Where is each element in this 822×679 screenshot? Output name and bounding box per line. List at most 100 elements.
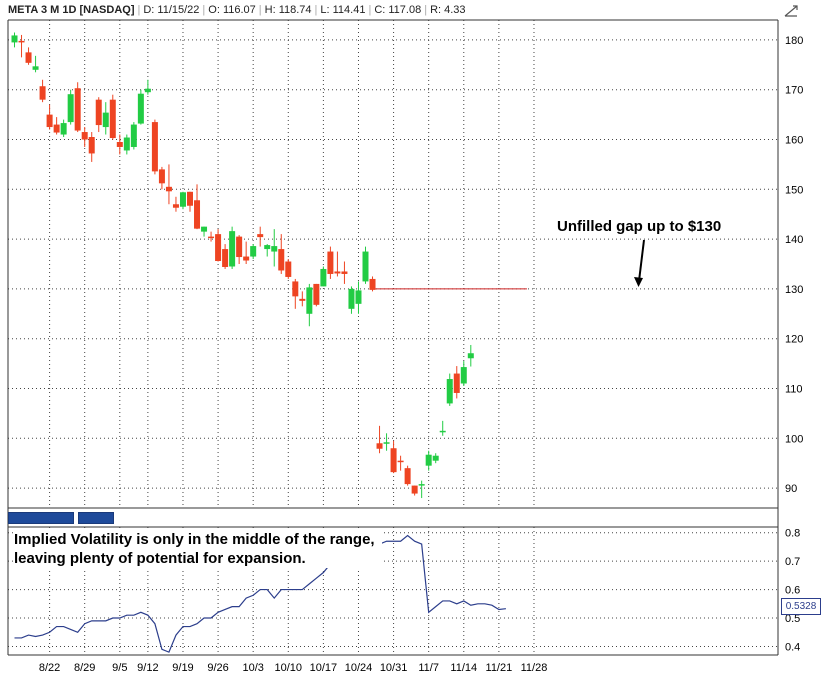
- iv-axis: 0.4 0.5 0.6 0.7 0.8: [785, 528, 800, 654]
- candle: [306, 283, 313, 327]
- candle: [172, 196, 179, 212]
- candle-body: [348, 288, 355, 309]
- candle: [81, 127, 88, 147]
- date-tick-label: 9/19: [172, 662, 193, 674]
- candle-body: [460, 367, 467, 384]
- candle: [215, 229, 222, 262]
- candle: [88, 132, 95, 162]
- date-tick-label: 11/7: [418, 662, 439, 674]
- candle: [348, 286, 355, 314]
- iv-tick-label: 0.6: [785, 585, 800, 597]
- candle-body: [292, 281, 299, 297]
- iv-last-value: 0.5328: [781, 598, 821, 615]
- candle: [67, 89, 74, 125]
- open-label: O: 116.07: [208, 4, 256, 16]
- date-grid: [49, 20, 535, 655]
- candle-body: [278, 249, 285, 271]
- candle-body: [60, 123, 67, 135]
- candle: [425, 450, 432, 471]
- candle: [187, 191, 193, 212]
- candle: [397, 455, 404, 471]
- candle-body: [201, 226, 208, 232]
- price-axis: 90 100 110 120 130 140 150 160 170 180: [785, 35, 803, 495]
- price-tick-label: 160: [785, 135, 803, 147]
- study-tab[interactable]: [8, 512, 74, 524]
- candle-body: [320, 268, 327, 287]
- candle-body: [243, 256, 250, 261]
- iv-annotation: Implied Volatility is only in the middle…: [14, 530, 382, 568]
- iv-tick-label: 0.8: [785, 528, 800, 540]
- date-tick-label: 10/3: [242, 662, 263, 674]
- candle-body: [187, 191, 193, 206]
- date-axis: 8/22 8/29 9/5 9/12 9/19 9/26 10/3 10/10 10/17 10/…: [39, 662, 547, 674]
- candle-body: [453, 373, 460, 393]
- date-label: D: 11/15/22: [143, 4, 200, 16]
- candle-body: [369, 278, 376, 290]
- candle: [95, 97, 102, 133]
- candle: [411, 485, 418, 496]
- candle-body: [397, 460, 404, 463]
- candle-body: [285, 261, 292, 277]
- candle-body: [74, 88, 81, 131]
- close-label: C: 117.08: [374, 4, 422, 16]
- date-tick-label: 9/26: [207, 662, 228, 674]
- candle: [222, 244, 229, 269]
- study-tab[interactable]: [78, 512, 114, 524]
- candle-body: [341, 271, 348, 274]
- candle: [60, 119, 67, 138]
- lower-panel-tabs[interactable]: [8, 512, 114, 524]
- candle-body: [102, 112, 109, 128]
- expand-icon[interactable]: [784, 5, 798, 17]
- candle-body: [165, 186, 172, 192]
- candle: [313, 283, 320, 307]
- candle: [257, 226, 264, 247]
- candle-body: [271, 246, 278, 252]
- date-tick-label: 11/28: [521, 662, 548, 674]
- symbol-label[interactable]: META 3 M 1D [NASDAQ]: [8, 4, 135, 16]
- candle-body: [11, 35, 18, 43]
- candle: [327, 246, 334, 279]
- candle: [404, 465, 411, 486]
- candle-body: [144, 88, 151, 93]
- iv-tick-label: 0.4: [785, 641, 800, 653]
- candle: [102, 102, 109, 135]
- price-tick-label: 100: [785, 433, 803, 445]
- candle-body: [383, 442, 390, 444]
- arrow-shaft: [638, 239, 645, 282]
- candle: [439, 420, 446, 436]
- candle: [109, 94, 116, 140]
- candle: [201, 226, 208, 237]
- candle: [144, 79, 151, 95]
- iv-line-path: [14, 534, 506, 653]
- candle-body: [250, 246, 257, 257]
- candle: [369, 276, 376, 292]
- candle-body: [46, 114, 53, 128]
- candle: [432, 453, 439, 464]
- candle: [418, 480, 425, 499]
- candle-body: [404, 468, 411, 485]
- price-tick-label: 90: [785, 483, 797, 495]
- candle-body: [446, 379, 453, 404]
- candle-body: [18, 40, 25, 43]
- price-tick-label: 140: [785, 234, 803, 246]
- price-tick-label: 180: [785, 35, 803, 47]
- candle: [362, 246, 369, 284]
- candle-body: [137, 93, 144, 124]
- candle-body: [215, 234, 222, 262]
- candle: [208, 231, 215, 242]
- candle-body: [53, 124, 60, 133]
- candle: [74, 82, 81, 133]
- candle-body: [327, 251, 334, 274]
- candle-body: [432, 455, 439, 461]
- candles: [11, 32, 474, 499]
- candle-body: [123, 137, 130, 151]
- candle: [236, 235, 243, 264]
- candle-body: [418, 484, 425, 486]
- price-tick-label: 110: [785, 383, 803, 395]
- candle-body: [334, 271, 341, 274]
- candle: [460, 361, 467, 386]
- candle-body: [116, 142, 123, 147]
- candle-body: [67, 94, 74, 123]
